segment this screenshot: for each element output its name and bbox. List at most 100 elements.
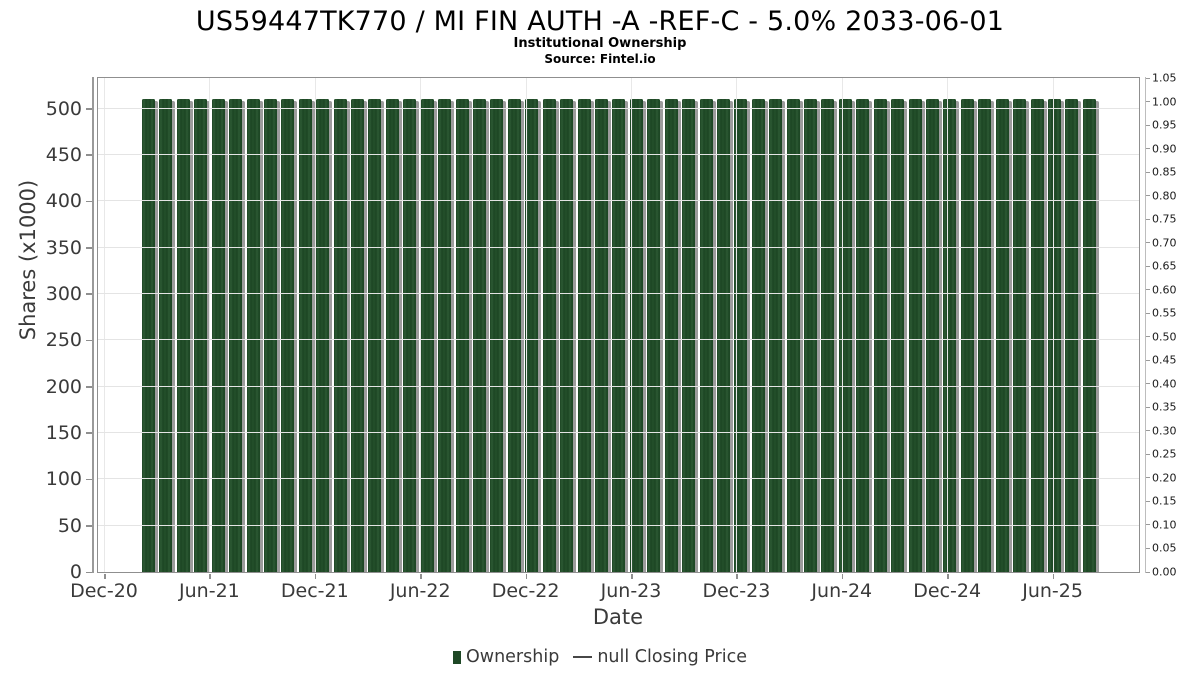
x-tick-mark xyxy=(736,574,738,579)
y-right-tick-mark xyxy=(1146,547,1150,549)
vertical-gridline xyxy=(841,78,843,572)
y-left-tick-label: 400 xyxy=(45,190,82,213)
ownership-bar[interactable] xyxy=(490,99,507,572)
ownership-bar[interactable] xyxy=(769,99,786,572)
ownership-bar[interactable] xyxy=(891,99,908,572)
ownership-bar[interactable] xyxy=(751,99,768,572)
vertical-gridline xyxy=(947,78,949,572)
y-left-tick-mark xyxy=(86,478,92,481)
y-left-tick-label: 450 xyxy=(45,143,82,166)
y-right-tick-label: 0.25 xyxy=(1152,447,1177,461)
x-tick-mark xyxy=(947,574,949,579)
x-tick-mark xyxy=(1052,574,1055,579)
y-left-tick-mark xyxy=(86,525,92,527)
y-left-tick-mark xyxy=(86,154,92,156)
y-left-tick-label: 300 xyxy=(45,282,82,305)
y-left-tick-label: 0 xyxy=(69,561,82,583)
ownership-bar[interactable] xyxy=(1065,99,1082,572)
legend-item-ownership[interactable]: Ownership xyxy=(452,647,559,667)
x-tick-label: Dec-20 xyxy=(70,580,138,602)
ownership-bar[interactable] xyxy=(856,99,873,572)
horizontal-gridline xyxy=(98,478,1139,480)
ownership-bar[interactable] xyxy=(1047,99,1064,572)
ownership-bar[interactable] xyxy=(316,99,333,572)
ownership-bar[interactable] xyxy=(716,99,733,572)
ownership-bar[interactable] xyxy=(194,99,211,572)
horizontal-gridline xyxy=(98,431,1139,433)
ownership-bar[interactable] xyxy=(298,99,315,572)
x-tick-label: Jun-21 xyxy=(179,580,240,602)
ownership-bar[interactable] xyxy=(664,99,681,572)
ownership-bar[interactable] xyxy=(577,99,594,572)
legend-item-closing-price[interactable]: null Closing Price xyxy=(573,647,747,667)
ownership-bar[interactable] xyxy=(229,99,246,572)
ownership-bar[interactable] xyxy=(403,99,420,572)
y-right-tick-mark xyxy=(1146,336,1150,338)
ownership-bar[interactable] xyxy=(647,99,664,572)
vertical-gridline xyxy=(631,78,632,572)
ownership-bar[interactable] xyxy=(142,99,158,572)
x-tick-mark xyxy=(209,574,211,579)
y-right-tick-mark xyxy=(1146,477,1150,479)
y-axis-label-left: Shares (x1000) xyxy=(16,179,40,341)
ownership-bar[interactable] xyxy=(438,99,455,572)
ownership-bar[interactable] xyxy=(507,99,524,572)
ownership-bar[interactable] xyxy=(368,99,385,572)
ownership-bar[interactable] xyxy=(333,99,350,572)
ownership-bar[interactable] xyxy=(682,99,699,572)
y-right-tick-label: 0.80 xyxy=(1152,189,1177,203)
ownership-bar[interactable] xyxy=(786,99,803,572)
ownership-bar[interactable] xyxy=(455,99,472,572)
ownership-bar[interactable] xyxy=(873,99,890,572)
ownership-bar[interactable] xyxy=(351,99,368,572)
ownership-bar[interactable] xyxy=(629,99,646,572)
y-right-tick-label: 0.30 xyxy=(1152,424,1177,438)
ownership-bar[interactable] xyxy=(473,99,490,572)
ownership-bar[interactable] xyxy=(1082,99,1099,572)
ownership-bar[interactable] xyxy=(542,99,559,572)
ownership-bar[interactable] xyxy=(612,99,629,572)
ownership-bar[interactable] xyxy=(960,99,977,572)
x-tick-mark xyxy=(314,574,317,579)
y-right-tick-label: 1.05 xyxy=(1152,71,1177,85)
ownership-bar[interactable] xyxy=(159,99,176,572)
y-left-tick-mark xyxy=(86,386,92,388)
x-tick-label: Dec-23 xyxy=(702,580,771,602)
ownership-bar[interactable] xyxy=(1013,99,1030,572)
ownership-bar[interactable] xyxy=(176,99,193,572)
y-right-tick-label: 0.60 xyxy=(1152,283,1177,297)
right-axis-spine xyxy=(1145,77,1146,573)
ownership-bar[interactable] xyxy=(420,99,437,572)
ownership-bar[interactable] xyxy=(560,99,577,572)
y-left-tick-mark xyxy=(86,293,92,295)
ownership-bar[interactable] xyxy=(385,99,402,572)
legend: Ownership null Closing Price xyxy=(0,644,1200,670)
y-right-tick-mark xyxy=(1146,453,1150,455)
ownership-bar[interactable] xyxy=(594,99,611,572)
horizontal-gridline xyxy=(98,107,1139,109)
x-tick-label: Dec-22 xyxy=(491,580,560,602)
ownership-bar[interactable] xyxy=(821,99,838,572)
ownership-bar[interactable] xyxy=(995,99,1012,572)
x-tick-mark xyxy=(420,574,422,579)
vertical-gridline xyxy=(104,78,105,572)
ownership-bar[interactable] xyxy=(281,99,298,572)
vertical-gridline xyxy=(1052,78,1054,572)
ownership-bar[interactable] xyxy=(925,99,942,572)
ownership-bar[interactable] xyxy=(211,99,228,572)
ownership-bar[interactable] xyxy=(246,99,263,572)
x-tick-label: Dec-24 xyxy=(913,580,982,602)
ownership-bar[interactable] xyxy=(734,99,751,572)
ownership-bar[interactable] xyxy=(699,99,716,572)
bars-container xyxy=(142,78,1099,572)
ownership-bar[interactable] xyxy=(943,99,960,572)
ownership-bar[interactable] xyxy=(804,99,821,572)
vertical-gridline xyxy=(525,78,527,572)
ownership-bar[interactable] xyxy=(908,99,925,572)
ownership-bar[interactable] xyxy=(525,99,542,572)
ownership-bar[interactable] xyxy=(1030,99,1047,572)
y-right-tick-label: 0.45 xyxy=(1152,353,1177,367)
ownership-bar[interactable] xyxy=(263,99,280,572)
vertical-gridline xyxy=(736,78,738,572)
ownership-bar[interactable] xyxy=(978,99,995,572)
